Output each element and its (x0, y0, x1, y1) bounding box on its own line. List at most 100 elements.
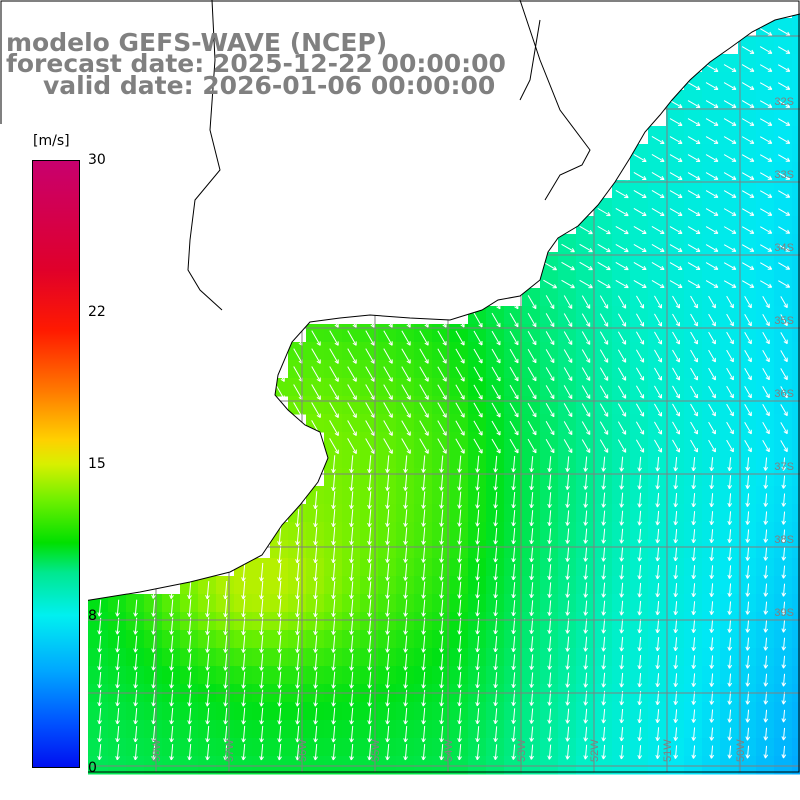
wind-arrow (403, 581, 408, 599)
wind-speed-cell (252, 612, 271, 631)
wind-arrow (763, 475, 769, 489)
wind-speed-cell (594, 252, 613, 271)
wind-speed-cell (432, 468, 451, 487)
wind-speed-cell (504, 522, 523, 541)
wind-speed-cell (414, 360, 433, 379)
wind-arrow (651, 172, 665, 181)
wind-speed-cell (288, 396, 307, 415)
wind-arrow (565, 708, 570, 724)
wind-arrow (313, 599, 318, 618)
wind-speed-cell (198, 738, 217, 757)
wind-arrow (601, 492, 606, 508)
wind-speed-cell (738, 612, 757, 631)
colorbar-tick-8: 8 (88, 608, 97, 624)
wind-arrow (385, 509, 390, 527)
wind-speed-cell (792, 162, 800, 181)
wind-arrow (365, 366, 375, 382)
wind-arrow (781, 709, 787, 723)
wind-speed-cell (612, 432, 631, 451)
wind-speed-cell (702, 504, 721, 523)
wind-speed-cell (792, 738, 800, 757)
wind-speed-cell (594, 468, 613, 487)
wind-speed-cell (342, 648, 361, 667)
wind-speed-cell (576, 612, 595, 631)
wind-arrow (777, 100, 791, 108)
wind-speed-cell (558, 234, 577, 253)
wind-arrow (763, 709, 769, 723)
wind-speed-cell (792, 270, 800, 289)
wind-arrow (205, 707, 210, 725)
wind-speed-cell (216, 576, 235, 595)
wind-arrow (331, 599, 336, 617)
wind-speed-cell (630, 594, 649, 613)
wind-speed-cell (162, 666, 181, 685)
wind-speed-cell (720, 324, 739, 343)
wind-speed-cell (324, 576, 343, 595)
wind-speed-cell (90, 738, 109, 757)
wind-arrow (781, 457, 787, 471)
wind-arrow (744, 403, 752, 417)
wind-speed-cell (774, 630, 793, 649)
wind-arrow (723, 244, 737, 252)
wind-arrow (241, 671, 246, 689)
wind-arrow (637, 600, 643, 616)
wind-arrow (151, 725, 156, 743)
latitude-label: 36S (774, 388, 794, 400)
wind-arrow (509, 330, 519, 346)
wind-speed-cell (234, 666, 253, 685)
wind-arrow (635, 295, 645, 309)
wind-arrow (777, 82, 791, 90)
wind-arrow (781, 727, 787, 741)
wind-speed-cell (612, 702, 631, 721)
wind-arrow (97, 635, 102, 653)
wind-speed-cell (342, 450, 361, 469)
wind-speed-cell (612, 558, 631, 577)
wind-arrow (741, 100, 755, 108)
wind-speed-cell (666, 576, 685, 595)
wind-speed-cell (486, 432, 505, 451)
wind-arrow (619, 745, 625, 760)
wind-arrow (329, 366, 339, 382)
wind-arrow (690, 385, 698, 399)
wind-speed-cell (684, 522, 703, 541)
wind-speed-cell (396, 594, 415, 613)
wind-arrow (455, 420, 465, 436)
wind-arrow (401, 348, 411, 364)
wind-speed-cell (666, 126, 685, 145)
wind-arrow (637, 546, 643, 562)
wind-arrow (597, 225, 611, 235)
wind-speed-cell (666, 432, 685, 451)
wind-speed-cell (774, 756, 793, 775)
wind-speed-cell (594, 666, 613, 685)
wind-arrow (759, 82, 773, 90)
wind-arrow (259, 743, 264, 761)
wind-speed-cell (630, 270, 649, 289)
wind-arrow (723, 172, 737, 180)
wind-speed-cell (306, 540, 325, 559)
wind-speed-cell (738, 270, 757, 289)
wind-arrow (726, 403, 734, 417)
wind-speed-cell (504, 504, 523, 523)
wind-speed-cell (702, 126, 721, 145)
wind-arrow (331, 743, 336, 761)
wind-speed-cell (594, 756, 613, 775)
wind-speed-cell (648, 612, 667, 631)
wind-speed-cell (486, 738, 505, 757)
wind-arrow (727, 709, 733, 723)
wind-speed-cell (414, 414, 433, 433)
wind-speed-cell (720, 108, 739, 127)
wind-speed-cell (756, 576, 775, 595)
wind-speed-cell (360, 522, 379, 541)
wind-arrow (543, 279, 557, 289)
wind-speed-cell (468, 378, 487, 397)
wind-arrow (437, 348, 447, 364)
wind-arrow (437, 438, 447, 454)
wind-speed-cell (432, 432, 451, 451)
wind-arrow (331, 545, 336, 564)
wind-speed-cell (144, 738, 163, 757)
wind-speed-cell (576, 288, 595, 307)
wind-speed-cell (702, 360, 721, 379)
wind-arrow (223, 653, 228, 671)
wind-arrow (547, 672, 552, 688)
wind-arrow (367, 545, 372, 563)
